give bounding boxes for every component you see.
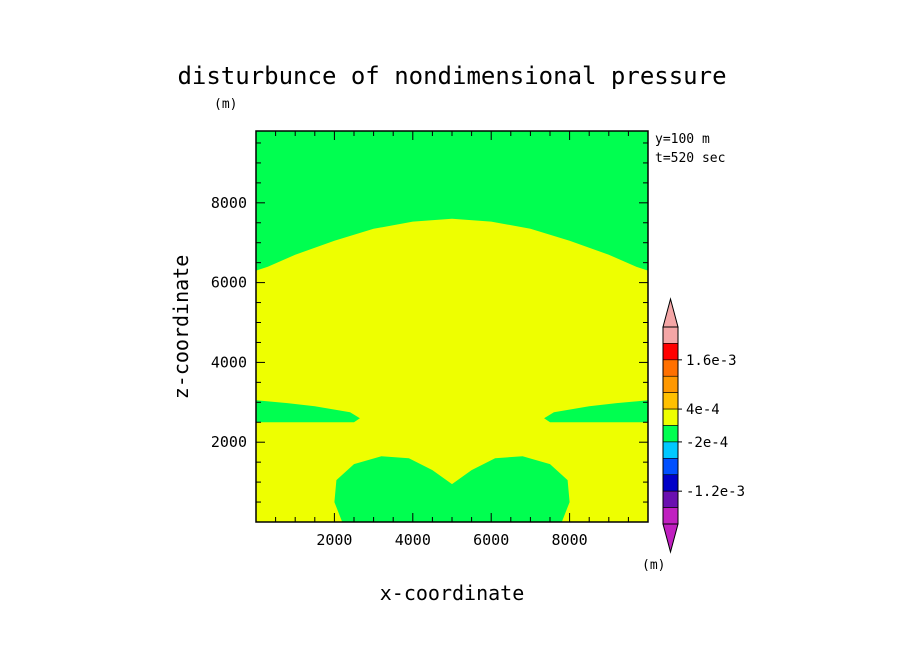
colorbar-segment (662, 507, 679, 525)
colorbar-segment (662, 375, 679, 393)
y-unit-label: (m) (214, 97, 237, 112)
y-tick-label: 6000 (211, 274, 247, 292)
colorbar-frame (662, 326, 679, 525)
axis-ticks: 2000 4000 6000 8000 2000 4000 6000 8000 (211, 131, 648, 549)
colorbar-tick-label: -2e-4 (686, 435, 728, 451)
x-axis-label: x-coordinate (380, 581, 525, 605)
region-green-right-band (544, 400, 648, 423)
x-tick-label: 2000 (316, 531, 352, 549)
colorbar-tick-label: 4e-4 (686, 402, 720, 418)
colorbar-unit-label: (m) (642, 558, 665, 573)
colorbar-segment (662, 490, 679, 508)
plot-area (255, 130, 649, 523)
y-tick-label: 4000 (211, 353, 247, 371)
x-tick-label: 8000 (552, 531, 588, 549)
x-tick-label: 6000 (473, 531, 509, 549)
region-green-left-band (256, 400, 360, 423)
colorbar-segment (662, 343, 679, 361)
region-yellow-upper (256, 218, 648, 523)
colorbar-segment (662, 359, 679, 377)
colorbar-segment (662, 392, 679, 410)
colorbar-top-arrow (662, 297, 679, 328)
y-tick-label: 2000 (211, 433, 247, 451)
chart-title: disturbunce of nondimensional pressure (177, 62, 726, 90)
colorbar-segment (662, 425, 679, 443)
colorbar-segment (662, 441, 679, 459)
annotation-y: y=100 m (655, 132, 710, 147)
y-tick-label: 8000 (211, 194, 247, 212)
colorbar-segment (662, 458, 679, 476)
region-green-bottom-lobes (334, 456, 570, 522)
colorbar-tick-label: -1.2e-3 (686, 484, 745, 500)
colorbar-tick-label: 1.6e-3 (686, 353, 737, 369)
y-axis-label: z-coordinate (169, 255, 193, 400)
colorbar-segment (662, 408, 679, 426)
colorbar-bottom-arrow (662, 523, 679, 554)
colorbar-segment (662, 326, 679, 344)
annotation-t: t=520 sec (655, 151, 725, 166)
x-tick-label: 4000 (395, 531, 431, 549)
colorbar-segment (662, 474, 679, 492)
colorbar: 1.6e-3 4e-4 -2e-4 -1.2e-3 (662, 297, 745, 554)
